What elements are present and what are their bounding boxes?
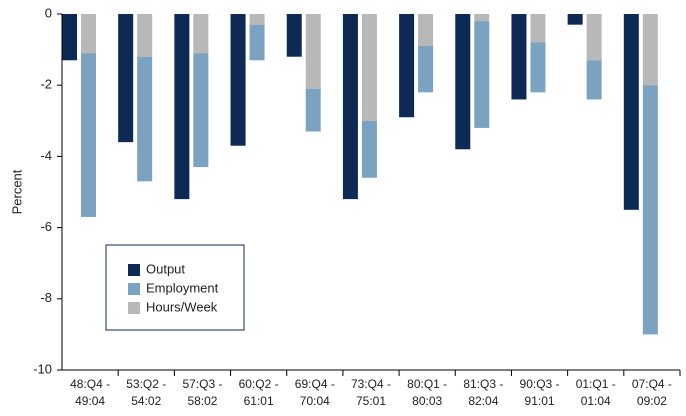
bar xyxy=(399,14,415,118)
y-tick-label: 0 xyxy=(45,5,52,20)
bar xyxy=(305,14,321,89)
legend-swatch xyxy=(128,283,140,295)
x-tick-label: 53:Q2 - 54:02 xyxy=(126,377,167,408)
bar xyxy=(530,42,546,93)
bar xyxy=(530,14,546,43)
y-tick-label: -4 xyxy=(40,148,52,163)
legend-label: Employment xyxy=(146,280,219,295)
x-tick-label: 73:Q4 - 75:01 xyxy=(350,377,392,408)
bar xyxy=(418,46,434,93)
bar xyxy=(455,14,471,150)
bar xyxy=(623,14,639,210)
y-axis-label: Percent xyxy=(9,169,24,214)
bar xyxy=(418,14,434,47)
bar xyxy=(642,85,658,335)
bar xyxy=(81,53,96,217)
y-tick-label: -10 xyxy=(33,361,52,376)
bar xyxy=(305,88,321,132)
x-tick-label: 07:Q4 - 09:02 xyxy=(631,377,672,408)
bar xyxy=(286,14,302,57)
bar xyxy=(62,14,77,61)
y-tick-label: -6 xyxy=(40,219,52,234)
x-tick-label: 48:Q4 - 49:04 xyxy=(70,377,111,408)
x-tick-label: 90:Q3 - 91:01 xyxy=(519,377,560,408)
bar xyxy=(642,14,658,86)
y-tick-label: -2 xyxy=(40,77,52,92)
bar xyxy=(137,56,153,182)
y-tick-label: -8 xyxy=(40,290,52,305)
bar xyxy=(511,14,527,100)
bar xyxy=(361,120,377,178)
legend-label: Hours/Week xyxy=(146,299,218,314)
bar xyxy=(361,14,377,121)
bar xyxy=(118,14,134,143)
legend-swatch xyxy=(128,264,140,276)
x-tick-label: 01:Q1 - 01:04 xyxy=(575,377,616,408)
legend-swatch xyxy=(128,302,140,314)
bar xyxy=(174,14,190,200)
bar xyxy=(249,24,265,61)
bar xyxy=(474,14,490,22)
bar xyxy=(81,14,96,54)
x-tick-label: 57:Q3 - 58:02 xyxy=(182,377,223,408)
bar xyxy=(193,53,209,168)
bar xyxy=(586,60,602,100)
bar xyxy=(193,14,209,54)
bar xyxy=(230,14,246,146)
x-tick-label: 69:Q4 - 70:04 xyxy=(294,377,335,408)
bar xyxy=(474,21,490,128)
bar xyxy=(586,14,602,61)
legend-label: Output xyxy=(146,261,185,276)
bar xyxy=(137,14,153,57)
x-tick-label: 81:Q3 - 82:04 xyxy=(463,377,504,408)
bar xyxy=(567,14,583,25)
x-tick-label: 60:Q2 - 61:01 xyxy=(238,377,279,408)
bar xyxy=(342,14,358,200)
bar xyxy=(249,14,265,25)
x-tick-label: 80:Q1 - 80:03 xyxy=(407,377,448,408)
